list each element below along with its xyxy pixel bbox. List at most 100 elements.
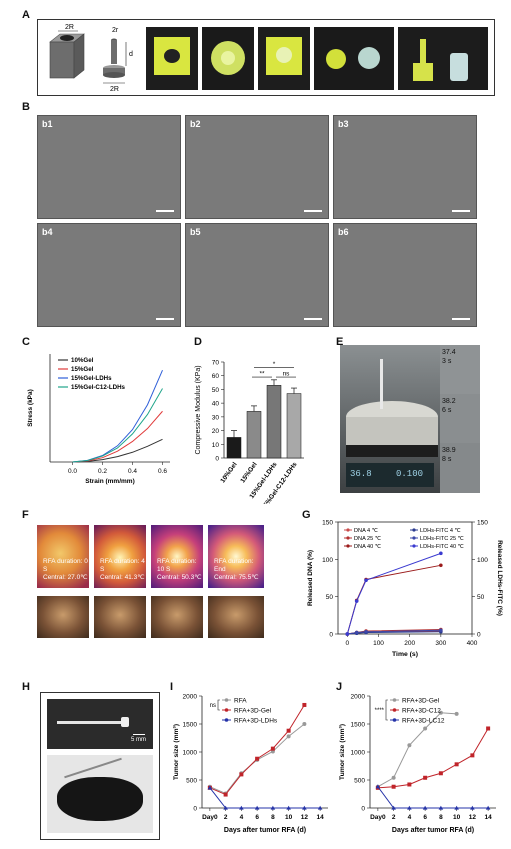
series-point-4 bbox=[354, 630, 359, 635]
series-point-5 bbox=[364, 578, 368, 583]
series-point-1 bbox=[255, 756, 260, 761]
series-point-2 bbox=[254, 805, 260, 810]
series-line-1 bbox=[72, 410, 163, 463]
legend-label-2: DNA 40 ℃ bbox=[354, 544, 382, 550]
bar-0 bbox=[226, 437, 242, 459]
panel-h-frame: 5 mm bbox=[40, 692, 160, 840]
series-point-2 bbox=[286, 805, 291, 810]
x-tick-label: 8 bbox=[271, 814, 275, 821]
y-axis-label: Tumor size (mm³) bbox=[339, 724, 346, 780]
x-tick-label: 0.6 bbox=[158, 468, 167, 475]
y-tick-label: 10 bbox=[212, 442, 220, 449]
series-point-2 bbox=[485, 805, 491, 810]
tissue-photo-3 bbox=[151, 596, 203, 638]
series-line-3 bbox=[72, 388, 163, 463]
x-tick-label: 14 bbox=[485, 814, 493, 821]
series-point-1 bbox=[438, 771, 443, 776]
x-axis-label: Days after tumor RFA (d) bbox=[392, 827, 474, 834]
reading-3-temp: 38.9 bbox=[442, 447, 456, 454]
y-tick-label: 500 bbox=[354, 778, 365, 785]
sem-tag-b6: b6 bbox=[338, 227, 349, 237]
meter-value: 0.100 bbox=[396, 469, 424, 479]
dim-d: d bbox=[129, 51, 133, 58]
tissue-photo-4 bbox=[208, 596, 264, 638]
legend-marker-2 bbox=[392, 718, 397, 722]
thermal-1-duration: RFA duration: 0 S bbox=[43, 558, 88, 573]
thermal-image-2: RFA duration: 4 S Central: 41.3℃ bbox=[94, 525, 146, 588]
x-tick-label: Day0 bbox=[370, 814, 386, 821]
sem-image-b5: b5 bbox=[185, 223, 329, 327]
photo-plug-parts bbox=[314, 27, 394, 90]
chart-i-tumor: 0 500 1000 1500 2000 Day0 2 4 6 8 10 12 14 Days after… bbox=[173, 694, 328, 834]
series-point-2 bbox=[391, 805, 396, 810]
y2-tick-label: 0 bbox=[477, 632, 481, 639]
sig-label-1: ** bbox=[259, 371, 265, 378]
legend-label-1: DNA 25 ℃ bbox=[354, 536, 382, 542]
sig-bracket bbox=[385, 699, 388, 721]
series-point-1 bbox=[270, 746, 275, 751]
thermal-3-central: Central: 50.3℃ bbox=[157, 574, 202, 581]
series-line-5 bbox=[346, 552, 442, 635]
legend-marker-3 bbox=[412, 528, 416, 532]
x-tick-label: 10 bbox=[453, 814, 461, 821]
series-point-0 bbox=[438, 710, 443, 715]
series-point-1 bbox=[423, 775, 428, 780]
series-point-2 bbox=[375, 784, 381, 789]
x-tick-label: 14 bbox=[317, 814, 325, 821]
y-axis-label: Stress (kPa) bbox=[27, 389, 34, 427]
panel-label-j: J bbox=[336, 681, 343, 693]
sig-bracket bbox=[217, 699, 220, 711]
sig-label: ns bbox=[210, 703, 216, 709]
y-tick-label: 2000 bbox=[183, 694, 198, 701]
series-point-5 bbox=[439, 551, 443, 556]
series-point-2 bbox=[438, 805, 444, 810]
bar-3 bbox=[286, 393, 302, 459]
series-point-2 bbox=[439, 563, 443, 568]
legend-label-0: RFA+3D-Gel bbox=[402, 697, 440, 704]
y-tick-label: 40 bbox=[212, 401, 220, 408]
x-tick-label: 100 bbox=[373, 640, 384, 647]
legend-label-5: LDHs-FITC 40 ℃ bbox=[420, 544, 465, 550]
y-tick-label: 0 bbox=[329, 632, 333, 639]
series-point-0 bbox=[302, 722, 307, 726]
series-point-2 bbox=[239, 805, 244, 810]
sig-label: **** bbox=[375, 708, 385, 714]
series-point-4 bbox=[439, 628, 443, 633]
sem-image-b3: b3 bbox=[333, 115, 477, 219]
sem-tag-b3: b3 bbox=[338, 119, 349, 129]
chart-c-stress-strain: 0.0 0.2 0.4 0.6 Strain (mm/mm) Stress (kPa) 10… bbox=[27, 354, 170, 485]
series-point-0 bbox=[423, 726, 428, 731]
series-point-0 bbox=[454, 711, 459, 716]
x-tick-label: 0.4 bbox=[128, 468, 137, 475]
x-tick-label: 8 bbox=[439, 814, 443, 821]
y-tick-label: 500 bbox=[186, 778, 197, 785]
series-point-4 bbox=[364, 629, 368, 634]
thermal-1-central: Central: 27.0℃ bbox=[43, 574, 88, 581]
thermal-2-duration: RFA duration: 4 S bbox=[100, 558, 145, 573]
x-tick-label: Day0 bbox=[202, 814, 218, 821]
series-point-2 bbox=[302, 805, 307, 810]
x-axis-label: Days after tumor RFA (d) bbox=[224, 827, 306, 834]
y-tick-label: 30 bbox=[212, 414, 220, 421]
y2-axis-label: Released LDHs-FITC (%) bbox=[496, 540, 503, 616]
legend-label-1: RFA+3D-Gel bbox=[234, 707, 272, 714]
meter-display: 36.8 0.100 bbox=[346, 463, 434, 487]
reading-2-time: 6 s bbox=[442, 407, 452, 414]
y-tick-label: 1500 bbox=[183, 722, 198, 729]
panel-label-f: F bbox=[22, 509, 29, 521]
y-tick-label: 70 bbox=[212, 360, 220, 367]
panel-label-d: D bbox=[194, 336, 202, 348]
legend-label-3: 15%Gel-C12-LDHs bbox=[71, 384, 126, 391]
sem-tag-b2: b2 bbox=[190, 119, 201, 129]
plot-frame bbox=[337, 521, 473, 635]
photo-cube-filled bbox=[258, 27, 310, 90]
dim-2r: 2r bbox=[112, 27, 119, 34]
x-axis-label: Strain (mm/mm) bbox=[85, 478, 134, 485]
sem-tag-b4: b4 bbox=[42, 227, 53, 237]
x-tick-label: 12 bbox=[301, 814, 309, 821]
y-axis-label: Compressive Modulus (KPa) bbox=[195, 365, 202, 454]
panel-label-c: C bbox=[22, 336, 30, 348]
photo-disc-top bbox=[202, 27, 254, 90]
y-tick-label: 2000 bbox=[351, 694, 366, 701]
